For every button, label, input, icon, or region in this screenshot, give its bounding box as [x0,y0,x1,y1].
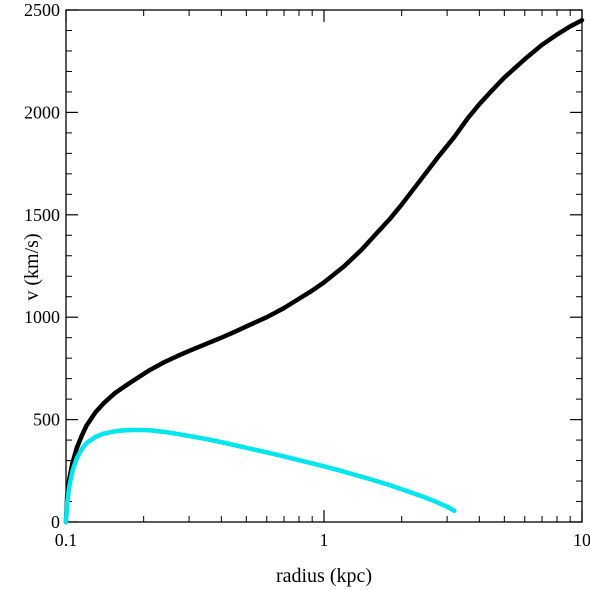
x-tick-label: 1 [320,530,329,550]
minor-ticks [66,10,582,522]
plot-frame [66,10,582,522]
y-tick-label: 500 [33,410,60,430]
major-ticks [66,10,582,522]
y-tick-label: 0 [51,512,60,532]
x-tick-label: 10 [573,530,590,550]
y-tick-label: 2500 [24,0,60,20]
plot-border [66,10,582,522]
x-axis-label: radius (kpc) [276,565,372,587]
y-tick-label: 2000 [24,102,60,122]
y-tick-label: 1500 [24,205,60,225]
y-axis-label: v (km/s) [21,233,43,300]
tick-labels: 0.1 1 10 0 500 1000 1500 2000 2500 [24,0,590,550]
y-tick-label: 1000 [24,307,60,327]
black-velocity-curve [66,20,582,522]
cyan-velocity-curve [66,430,454,522]
series-layer [66,20,582,522]
x-tick-label: 0.1 [55,530,78,550]
